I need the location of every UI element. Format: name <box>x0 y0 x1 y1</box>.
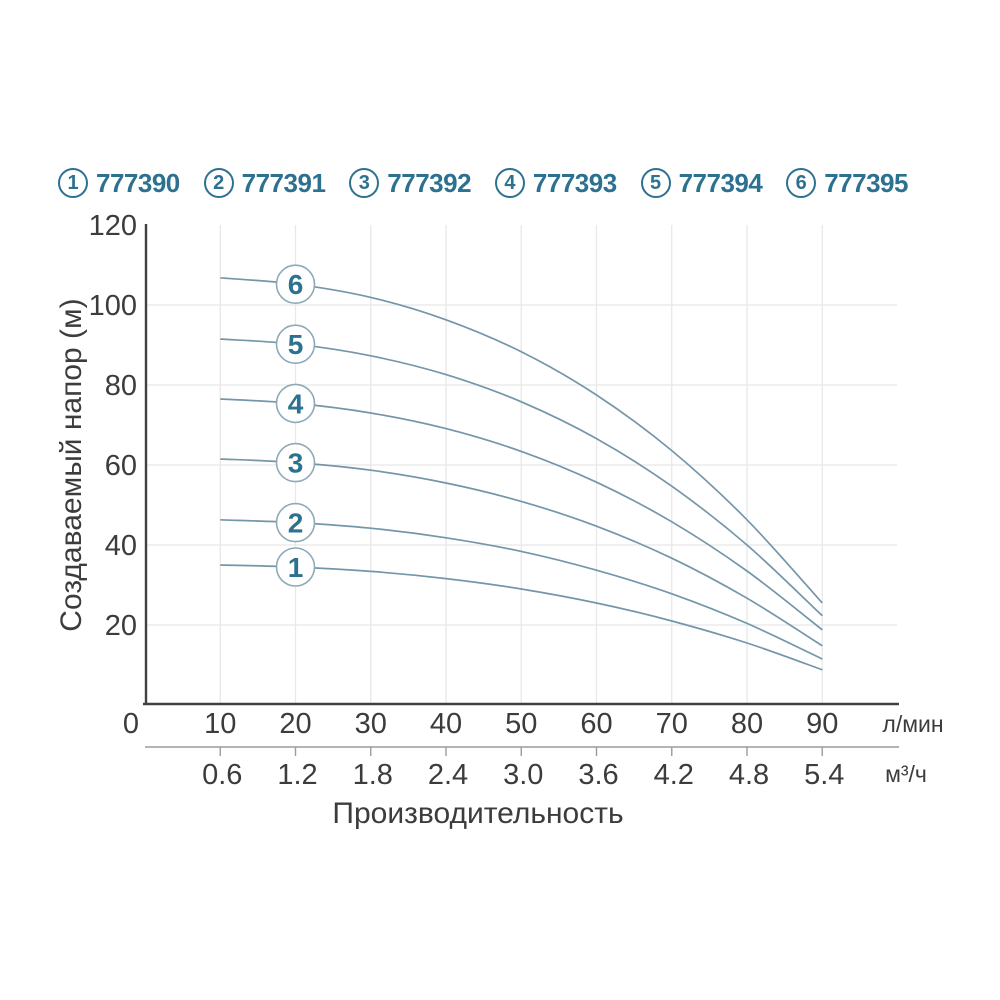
curve-label-number: 5 <box>288 329 304 360</box>
curve-777391 <box>220 518 823 660</box>
secondary-x-tick-label: 1.8 <box>353 759 393 791</box>
legend-item-code: 777392 <box>387 167 472 198</box>
x-tick-label: 10 <box>204 708 236 740</box>
curve-label-circle-1 <box>275 547 316 587</box>
x-tick-label: 80 <box>731 708 763 740</box>
curve-777390 <box>220 564 823 671</box>
curve-label-circle-5 <box>275 324 316 365</box>
curve-label-circle-4 <box>275 383 316 424</box>
legend-number-badge: 1 <box>58 168 88 198</box>
curve-777392 <box>220 458 823 647</box>
legend-item-code: 777391 <box>241 167 326 198</box>
legend-item-code: 777394 <box>678 167 763 198</box>
curve-label-number: 2 <box>288 508 304 539</box>
legend-item-777392: 3 777392 <box>349 167 472 199</box>
curve-777394 <box>220 338 823 617</box>
legend-number-badge: 5 <box>640 168 671 198</box>
curve-label-number: 3 <box>288 448 304 479</box>
secondary-x-tick-label: 3.6 <box>578 759 618 791</box>
x-tick-label: 30 <box>355 708 387 740</box>
y-tick-label: 80 <box>105 370 137 402</box>
secondary-x-tick-label: 5.4 <box>804 759 844 791</box>
legend: 1 777390 2 777391 3 777392 4 777393 5 777394 6 7773… <box>58 166 908 200</box>
x-tick-label: 90 <box>806 708 838 740</box>
curve-label-number: 4 <box>288 388 304 419</box>
legend-number-badge: 2 <box>203 168 234 198</box>
curve-label-circle-2 <box>275 502 316 543</box>
x-axis-unit: л/мин <box>882 711 943 737</box>
legend-item-777395: 6 777395 <box>786 168 908 199</box>
curve-777395 <box>220 276 823 604</box>
curve-label-circle-3 <box>275 442 316 483</box>
legend-number-badge: 3 <box>349 168 380 198</box>
legend-item-777393: 4 777393 <box>494 167 617 199</box>
x-tick-label: 20 <box>279 708 311 740</box>
y-tick-label: 20 <box>105 610 137 642</box>
x-tick-label: 60 <box>580 708 612 740</box>
secondary-x-axis-unit: м³/ч <box>885 761 927 787</box>
y-tick-label: 100 <box>89 290 137 322</box>
legend-item-code: 777390 <box>96 167 180 198</box>
legend-item-code: 777393 <box>532 167 617 198</box>
legend-item-777390: 1 777390 <box>58 168 180 199</box>
secondary-x-tick-label: 0.6 <box>202 759 242 791</box>
secondary-x-tick-label: 4.2 <box>654 759 694 791</box>
legend-number-badge: 4 <box>494 168 525 198</box>
secondary-x-tick-label: 3.0 <box>503 759 543 791</box>
y-tick-label: 40 <box>105 530 137 562</box>
x-tick-label: 40 <box>430 708 462 740</box>
legend-item-777394: 5 777394 <box>640 167 763 199</box>
x-axis-title: Производительность <box>332 797 624 830</box>
x-tick-label: 70 <box>656 708 688 740</box>
secondary-x-tick-label: 2.4 <box>428 759 468 791</box>
legend-item-code: 777395 <box>824 167 908 198</box>
x-tick-label: 0 <box>123 708 139 740</box>
x-tick-label: 50 <box>505 708 537 740</box>
curve-777393 <box>220 398 823 631</box>
legend-item-777391: 2 777391 <box>203 167 326 199</box>
legend-number-badge: 6 <box>786 168 817 198</box>
curve-label-number: 6 <box>288 269 304 300</box>
y-tick-label: 60 <box>105 450 137 482</box>
curve-label-number: 1 <box>288 552 304 583</box>
secondary-x-tick-label: 1.2 <box>277 759 317 791</box>
curve-label-circle-6 <box>275 264 316 305</box>
secondary-x-tick-label: 4.8 <box>729 759 769 791</box>
y-tick-label: 120 <box>89 210 137 242</box>
